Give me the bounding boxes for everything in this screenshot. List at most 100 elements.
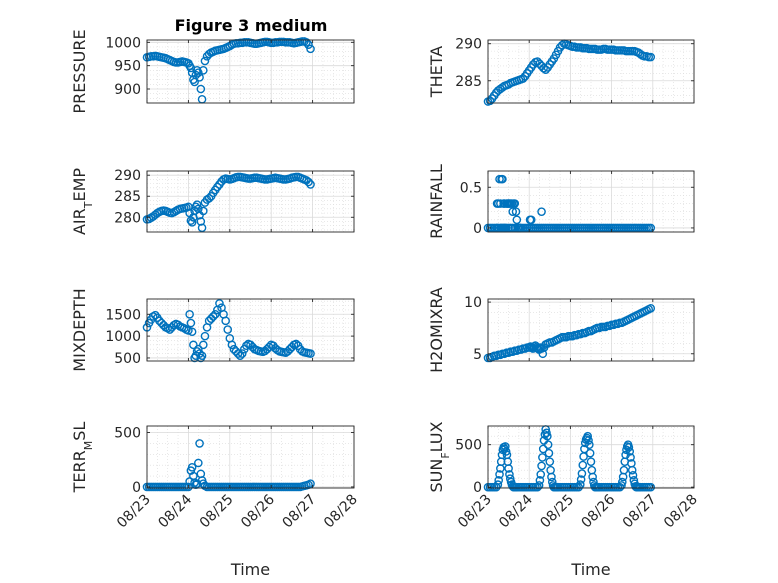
data-point	[235, 351, 245, 361]
data-point	[537, 461, 546, 471]
data-point	[584, 436, 593, 445]
data-point	[194, 458, 203, 468]
data-point	[646, 303, 656, 313]
data-point	[237, 349, 247, 358]
data-point	[577, 469, 587, 478]
y-axis-label: SUNFLUX	[427, 421, 452, 492]
data-points	[142, 299, 315, 363]
data-point	[306, 479, 315, 488]
data-point	[518, 74, 528, 83]
data-point	[510, 223, 520, 233]
y-axis-label: TERRMSL	[70, 422, 95, 494]
data-point	[538, 349, 548, 359]
data-point	[306, 180, 315, 189]
data-point	[547, 472, 556, 482]
data-point	[195, 73, 204, 82]
data-point	[625, 447, 635, 456]
data-point	[646, 223, 656, 233]
data-point	[496, 223, 505, 233]
data-point	[539, 63, 548, 73]
data-point	[233, 349, 243, 358]
data-point	[304, 40, 313, 49]
figure-title: Figure 3 medium	[175, 16, 328, 35]
data-point	[618, 477, 627, 487]
y-tick-label: 285	[455, 74, 482, 90]
y-axis-label: AIRTEMP	[70, 168, 95, 235]
axes-box	[146, 39, 355, 104]
data-point	[515, 223, 525, 233]
data-point	[578, 460, 588, 470]
data-point	[194, 68, 203, 77]
axes-box	[487, 170, 695, 233]
data-point	[498, 174, 507, 184]
data-point	[215, 299, 224, 308]
y-axis-label: PRESSURE	[70, 29, 89, 113]
data-point	[534, 481, 544, 490]
data-point	[617, 481, 626, 490]
subplot-0: 900 950 1000 PRESSURE	[70, 29, 355, 114]
grid	[488, 299, 694, 361]
data-point	[583, 431, 593, 441]
data-point	[543, 440, 553, 449]
data-point	[187, 463, 197, 472]
y-axis-label: THETA	[427, 46, 446, 98]
y-axis-label: MIXDEPTH	[70, 288, 89, 371]
data-point	[204, 194, 214, 203]
grid	[147, 170, 354, 232]
data-point	[194, 204, 203, 214]
data-point	[537, 207, 546, 216]
data-point	[221, 316, 230, 326]
data-point	[494, 476, 504, 485]
y-tick-label: 500	[114, 351, 141, 367]
axes-box	[487, 39, 695, 104]
data-point	[197, 223, 207, 233]
data-point	[304, 177, 313, 187]
data-points	[483, 39, 656, 106]
data-point	[187, 327, 197, 337]
data-points	[483, 425, 656, 492]
data-point	[223, 325, 233, 334]
subplot-5: 5 10 H2OMIXRA	[427, 287, 695, 373]
subplot-4: 500 1000 1500 MIXDEPTH	[70, 288, 355, 372]
y-tick-label: 0	[132, 480, 141, 496]
data-point	[526, 342, 535, 351]
data-point	[508, 207, 518, 216]
data-points	[142, 172, 315, 233]
y-tick-label: 500	[114, 426, 141, 442]
data-point	[208, 312, 218, 321]
data-point	[211, 309, 220, 319]
data-point	[195, 349, 204, 358]
data-point	[196, 217, 206, 226]
data-point	[306, 349, 315, 358]
data-point	[536, 470, 546, 479]
data-point	[196, 84, 206, 94]
data-point	[192, 200, 202, 209]
data-point	[195, 439, 204, 448]
y-tick-label: 950	[114, 59, 141, 75]
data-point	[646, 52, 656, 62]
data-point	[576, 475, 586, 484]
data-point	[626, 453, 635, 462]
data-point	[194, 344, 203, 354]
y-tick-label: 1000	[105, 329, 141, 345]
y-tick-label: 900	[114, 82, 141, 98]
data-point	[184, 326, 193, 335]
data-point	[505, 470, 514, 479]
subplot-2: 280 285 290 AIRTEMP	[70, 168, 355, 235]
x-axis-label: Time	[570, 560, 610, 579]
data-point	[535, 476, 545, 485]
y-tick-label: 500	[455, 438, 482, 454]
data-point	[545, 457, 555, 466]
axes-box	[146, 425, 355, 489]
y-axis-label: H2OMIXRA	[427, 287, 446, 373]
y-tick-label: 0	[473, 480, 482, 496]
data-point	[615, 482, 625, 492]
data-point	[619, 465, 629, 475]
data-point	[485, 96, 495, 106]
axes-box	[487, 298, 695, 362]
axes-box	[146, 170, 355, 233]
data-point	[544, 448, 554, 458]
data-point	[264, 342, 274, 352]
data-point	[199, 340, 208, 350]
